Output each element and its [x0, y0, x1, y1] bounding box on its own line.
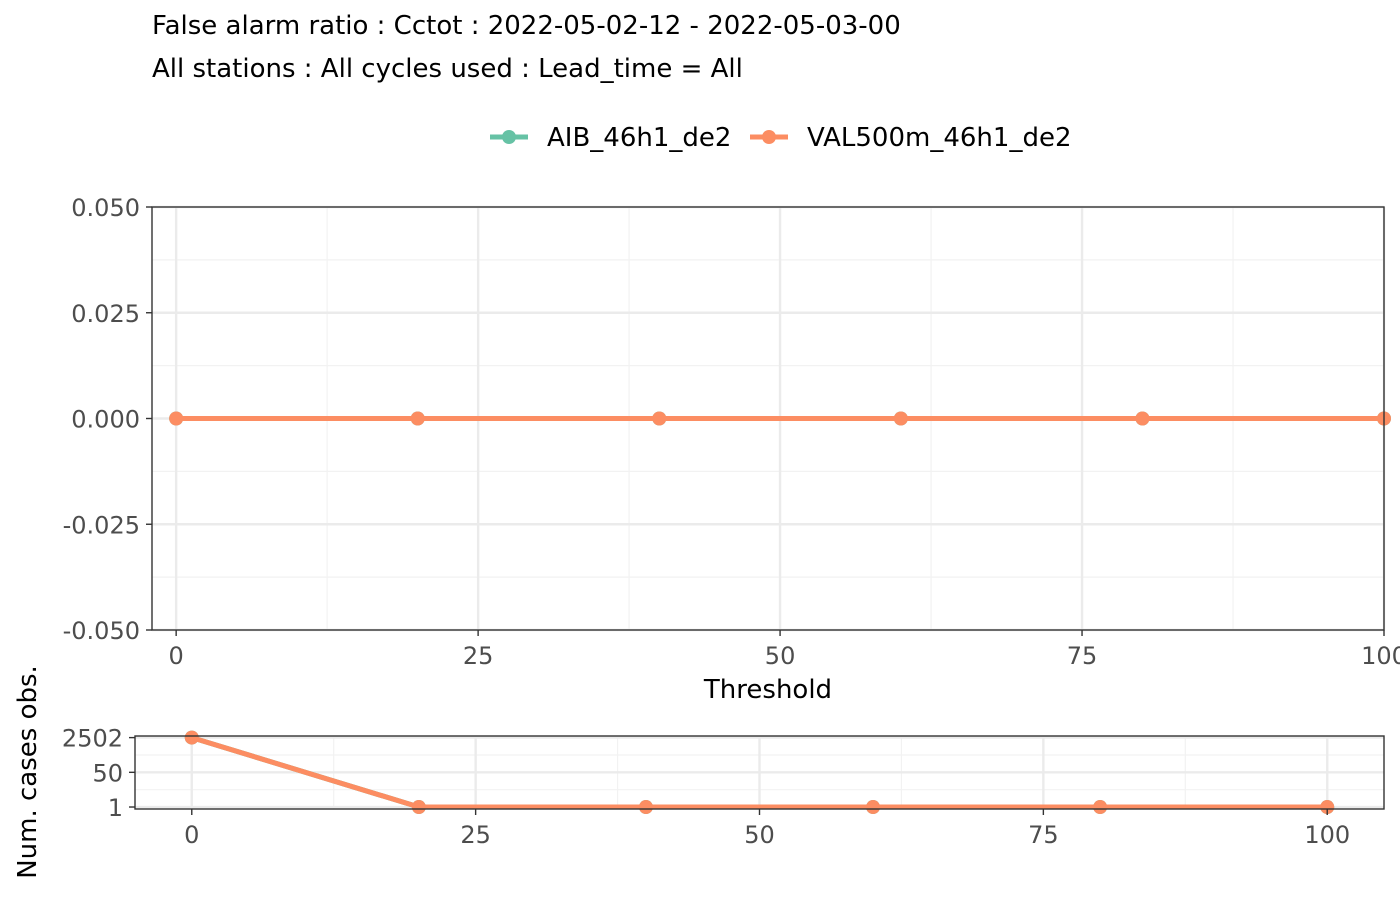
legend-key-point	[762, 130, 776, 144]
data-point	[184, 730, 199, 745]
x-tick-label: 25	[463, 642, 494, 670]
data-point	[1093, 800, 1108, 815]
main-x-axis-title: Threshold	[703, 675, 832, 705]
x-tick-label: 0	[184, 821, 199, 849]
y-tick-label: 0.000	[71, 406, 140, 434]
x-tick-label: 50	[765, 642, 796, 670]
legend-entry: AIB_46h1_de2	[490, 123, 731, 153]
y-tick-label: 50	[92, 759, 123, 787]
main-panel: -0.050 -0.025 0.000 0.025 0.050 0 25 50 75 100	[63, 194, 1400, 670]
x-tick-label: 50	[744, 821, 775, 849]
legend: AIB_46h1_de2 VAL500m_46h1_de2	[490, 123, 1072, 153]
y-tick-label: -0.050	[63, 617, 140, 645]
y-tick-label: 0.050	[71, 194, 140, 222]
data-point	[652, 411, 667, 426]
chart-title: False alarm ratio : Cctot : 2022-05-02-1…	[152, 11, 901, 41]
y-tick-label: 0.025	[71, 300, 140, 328]
x-tick-label: 25	[460, 821, 491, 849]
data-point	[169, 411, 184, 426]
series-line	[191, 735, 1328, 810]
legend-label: AIB_46h1_de2	[547, 123, 731, 153]
data-point	[1320, 800, 1335, 815]
data-point	[893, 411, 908, 426]
legend-entry: VAL500m_46h1_de2	[750, 123, 1072, 153]
counts-y-axis-title: Num. cases obs.	[13, 665, 43, 879]
series-VAL500m_46h1_de2	[184, 730, 1335, 815]
data-point	[638, 800, 653, 815]
x-tick-label: 75	[1067, 642, 1098, 670]
chart-subtitle: All stations : All cycles used : Lead_ti…	[152, 54, 743, 84]
legend-key-point	[502, 130, 516, 144]
data-point	[411, 800, 426, 815]
x-tick-label: 100	[1304, 821, 1350, 849]
data-point	[410, 411, 425, 426]
counts-panel: 1 50 2502 0 25 50 75 100	[62, 725, 1385, 849]
series-VAL500m_46h1_de2	[169, 411, 1391, 426]
x-tick-label: 100	[1361, 642, 1400, 670]
data-point	[1135, 411, 1150, 426]
y-tick-label: 1	[108, 794, 123, 822]
x-tick-label: 0	[169, 642, 184, 670]
legend-label: VAL500m_46h1_de2	[807, 123, 1072, 153]
y-tick-label: -0.025	[63, 511, 140, 539]
data-point	[866, 800, 881, 815]
x-tick-label: 75	[1028, 821, 1059, 849]
y-tick-label: 2502	[62, 725, 123, 753]
